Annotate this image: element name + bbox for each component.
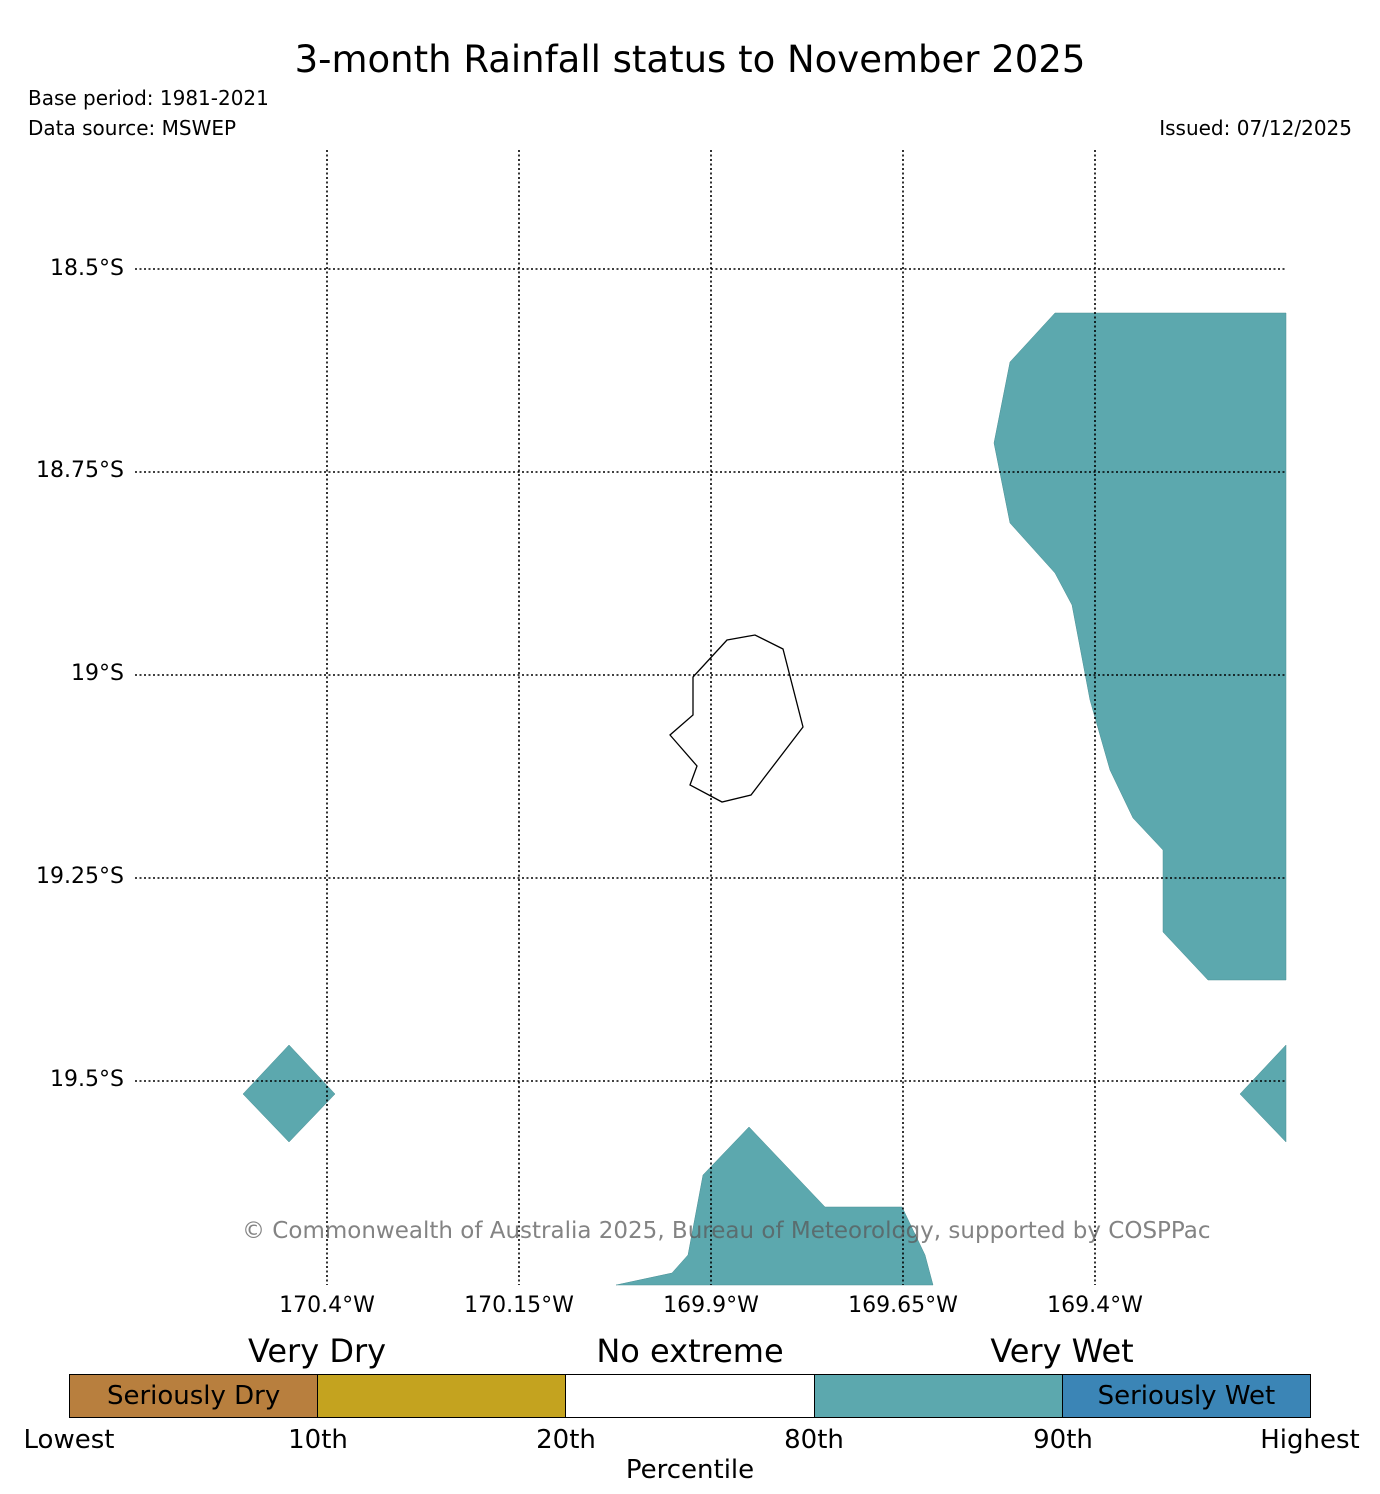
legend-tick-highest: Highest [1260, 1425, 1360, 1455]
legend-segment-label-seriously-wet: Seriously Wet [1097, 1381, 1276, 1411]
lat-label-19-5: 19.5°S [50, 1067, 124, 1092]
legend-colorbar: Seriously Dry Seriously Wet [69, 1374, 1311, 1418]
base-period: Base period: 1981-2021 [28, 86, 269, 110]
legend-segment-label-seriously-dry: Seriously Dry [106, 1381, 281, 1411]
legend-tick-80th: 80th [784, 1425, 844, 1455]
legend-category-very-dry: Very Dry [247, 1332, 387, 1370]
east-wet-region [993, 312, 1287, 981]
legend-category-no-extreme: No extreme [596, 1332, 784, 1370]
legend-segment-no-extreme [566, 1375, 815, 1417]
copyright-notice: © Commonwealth of Australia 2025, Bureau… [242, 1218, 1211, 1244]
longitude-gridlines [326, 150, 1096, 1285]
lon-label-170-15: 170.15°W [464, 1293, 574, 1318]
legend-segment-very-dry [318, 1375, 567, 1417]
lat-label-19-25: 19.25°S [36, 864, 124, 889]
map-title: 3-month Rainfall status to November 2025 [294, 38, 1086, 81]
lat-label-19: 19°S [71, 661, 124, 686]
lon-label-170-4: 170.4°W [279, 1293, 375, 1318]
legend-axis-label: Percentile [625, 1455, 755, 1485]
legend-category-very-wet: Very Wet [990, 1332, 1134, 1370]
legend-segment-very-wet [814, 1375, 1063, 1417]
legend-tick-lowest: Lowest [23, 1425, 115, 1455]
lat-label-18-75: 18.75°S [36, 458, 124, 483]
west-wet-patch [242, 1044, 336, 1143]
lon-label-169-65: 169.65°W [848, 1293, 958, 1318]
issued-date: Issued: 07/12/2025 [1159, 116, 1352, 140]
legend-tick-20th: 20th [536, 1425, 596, 1455]
lon-label-169-9: 169.9°W [663, 1293, 759, 1318]
legend-segment-seriously-wet: Seriously Wet [1062, 1375, 1311, 1417]
data-source: Data source: MSWEP [28, 116, 237, 140]
legend-segment-seriously-dry: Seriously Dry [70, 1375, 319, 1417]
map-canvas [135, 150, 1287, 1286]
island-outline [669, 634, 804, 803]
south-wet-region [615, 1126, 934, 1286]
legend-tick-90th: 90th [1033, 1425, 1093, 1455]
legend-tick-10th: 10th [288, 1425, 348, 1455]
latitude-gridlines [135, 268, 1286, 1082]
lon-label-169-4: 169.4°W [1047, 1293, 1143, 1318]
lat-label-18-5: 18.5°S [50, 256, 124, 281]
east-edge-wet-patch [1239, 1044, 1287, 1143]
